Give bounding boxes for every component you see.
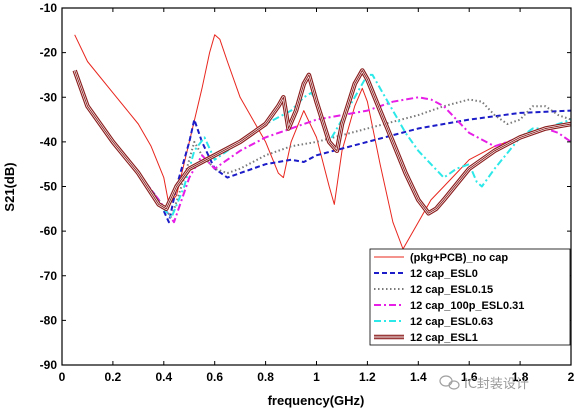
x-tick-label: 1 — [313, 370, 320, 384]
y-tick-label: -70 — [40, 269, 58, 283]
x-axis-label: frequency(GHz) — [268, 393, 365, 408]
wechat-icon — [439, 375, 460, 390]
watermark: IC封装设计 — [439, 375, 529, 392]
x-tick-label: 0.6 — [206, 370, 223, 384]
y-tick-label: -60 — [40, 224, 58, 238]
legend-label: 12 cap_ESL0 — [410, 268, 478, 280]
y-tick-label: -80 — [40, 313, 58, 327]
series-line-5-inner — [74, 70, 572, 214]
series-line-3 — [73, 70, 572, 224]
y-axis-label: S21(dB) — [2, 162, 17, 211]
x-tick-label: 1.8 — [512, 370, 529, 384]
y-tick-label: -40 — [40, 135, 58, 149]
y-tick-label: -20 — [40, 46, 58, 60]
legend: (pkg+PCB)_no cap 12 cap_ESL0 12 cap_ESL0.1… — [369, 248, 571, 346]
legend-label: 12 cap_100p_ESL0.31 — [410, 300, 524, 312]
watermark-text: IC封装设计 — [464, 377, 529, 392]
x-tick-label: 1.4 — [410, 370, 427, 384]
y-tick-label: -50 — [40, 180, 58, 194]
y-tick-label: -10 — [40, 1, 58, 15]
y-tick-label: -90 — [40, 358, 58, 372]
x-tick-label: 2 — [568, 370, 575, 384]
series-group — [72, 34, 572, 250]
series-line-5 — [72, 68, 572, 216]
legend-box — [369, 248, 571, 346]
x-axis-ticks: 0 0.2 0.4 0.6 0.8 1 1.2 1.4 1.6 1.8 2 — [59, 8, 575, 384]
x-tick-label: 0.8 — [257, 370, 274, 384]
x-tick-label: 1.2 — [359, 370, 376, 384]
x-tick-label: 1.6 — [461, 370, 478, 384]
legend-label: 12 cap_ESL0.15 — [410, 284, 493, 296]
x-tick-label: 0.4 — [155, 370, 172, 384]
x-tick-label: 0.2 — [105, 370, 122, 384]
legend-label: (pkg+PCB)_no cap — [410, 252, 508, 264]
series-line-2 — [73, 70, 572, 219]
y-axis-ticks: -90 -80 -70 -60 -50 -40 -30 -20 -10 — [40, 1, 571, 372]
x-tick-label: 0 — [59, 370, 66, 384]
legend-label: 12 cap_ESL1 — [410, 332, 478, 344]
legend-label: 12 cap_ESL0.63 — [410, 316, 493, 328]
y-tick-label: -30 — [40, 90, 58, 104]
